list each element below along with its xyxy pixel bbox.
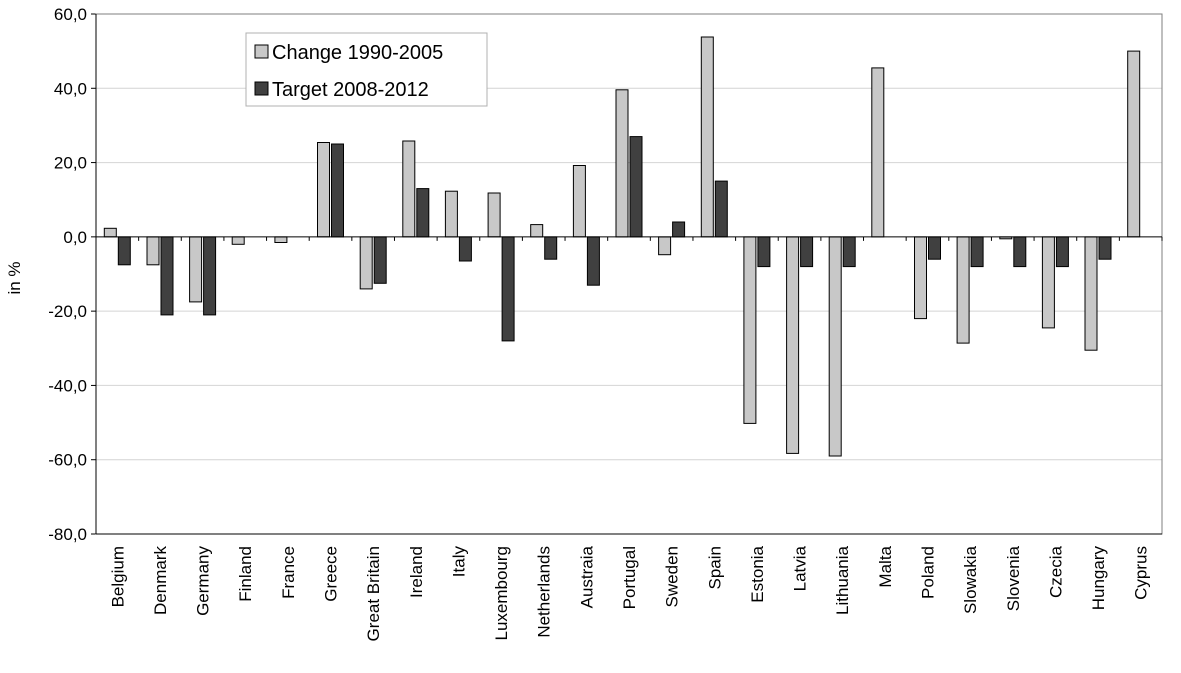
bar-change-germany: [189, 236, 203, 303]
bar-change-portugal: [615, 89, 629, 238]
x-tick-label: Czecia: [1046, 545, 1065, 598]
bar-target-denmark: [160, 236, 174, 316]
bar-target-slovenia: [1013, 236, 1027, 268]
x-tick-label: Denmark: [151, 546, 170, 615]
bar-target-greece: [331, 143, 344, 238]
x-tick-label: Poland: [919, 546, 938, 599]
bar-change-poland: [914, 236, 927, 320]
y-axis-label: in %: [5, 261, 24, 294]
x-tick-label: Hungary: [1089, 546, 1108, 611]
x-tick-label: Slowakia: [961, 545, 980, 614]
y-tick-label: 60,0: [54, 5, 87, 24]
bar-change-hungary: [1084, 236, 1098, 351]
bar-target-great-britain: [373, 236, 387, 284]
bar-change-italy: [444, 190, 458, 238]
y-tick-label: 40,0: [54, 79, 87, 98]
x-tick-label: Latvia: [791, 545, 810, 591]
bar-change-greece: [317, 142, 330, 238]
bar-change-ireland: [402, 140, 416, 238]
x-tick-label: Austraia: [577, 545, 596, 608]
bar-target-lithuania: [842, 236, 856, 268]
bar-change-lithuania: [828, 236, 842, 457]
bar-change-austraia: [572, 165, 586, 238]
bars: [103, 36, 1141, 457]
legend: Change 1990-2005 Target 2008-2012: [245, 32, 488, 107]
axes: [95, 13, 1163, 535]
x-tick-label: Lithuania: [833, 545, 852, 615]
legend-swatch-target: [254, 81, 269, 96]
bar-target-poland: [928, 236, 941, 260]
y-tick-label: -80,0: [48, 525, 87, 544]
bar-target-hungary: [1098, 236, 1112, 260]
x-tick-label: Greece: [322, 546, 341, 602]
x-tick-label: Malta: [876, 545, 895, 587]
bar-change-great-britain: [359, 236, 373, 290]
bar-target-sweden: [672, 221, 686, 238]
bar-change-cyprus: [1127, 50, 1141, 238]
x-tick-label: Ireland: [407, 546, 426, 598]
bar-target-luxembourg: [501, 236, 515, 342]
x-tick-label: Great Britain: [364, 546, 383, 641]
bar-change-slowakia: [956, 236, 970, 344]
bar-target-czecia: [1055, 236, 1069, 268]
legend-label-target: Target 2008-2012: [272, 79, 429, 101]
bar-target-spain: [714, 180, 728, 238]
bar-change-spain: [700, 36, 714, 238]
x-tick-label: Slovenia: [1004, 545, 1023, 611]
y-tick-label: -40,0: [48, 376, 87, 395]
bar-change-belgium: [103, 227, 117, 238]
x-tick-label: Estonia: [748, 545, 767, 602]
x-tick-label: Luxembourg: [492, 546, 511, 641]
bar-target-austraia: [586, 236, 600, 286]
bar-change-france: [274, 236, 288, 243]
x-tick-labels: Belgium Denmark Germany Finland France Greece…: [108, 545, 1150, 641]
x-tick-label: Italy: [449, 546, 468, 578]
bar-target-ireland: [416, 188, 430, 238]
bar-change-malta: [871, 67, 885, 238]
bar-target-latvia: [800, 236, 814, 268]
y-tick-label: 20,0: [54, 154, 87, 173]
bar-target-belgium: [117, 236, 131, 266]
y-tick-label: -60,0: [48, 451, 87, 470]
legend-label-change: Change 1990-2005: [272, 42, 443, 64]
bar-change-netherlands: [530, 224, 544, 238]
legend-swatch-change: [254, 44, 269, 59]
x-tick-label: Portugal: [620, 546, 639, 609]
bar-target-slowakia: [970, 236, 984, 268]
x-tick-label: Belgium: [108, 546, 127, 607]
x-tick-label: Spain: [705, 546, 724, 589]
bar-change-finland: [231, 236, 245, 245]
x-tick-label: Finland: [236, 546, 255, 602]
bar-change-sweden: [658, 236, 672, 256]
x-tick-label: Cyprus: [1132, 546, 1151, 600]
bar-target-netherlands: [544, 236, 558, 260]
legend-box: [245, 32, 488, 107]
x-tick-label: Sweden: [663, 546, 682, 607]
bar-target-estonia: [757, 236, 771, 268]
x-tick-label: Netherlands: [535, 546, 554, 638]
y-tick-labels: 60,0 40,0 20,0 0,0 -20,0 -40,0 -60,0 -80,0: [48, 5, 87, 544]
bar-change-czecia: [1041, 236, 1055, 329]
y-tick-label: -20,0: [48, 302, 87, 321]
x-tick-label: France: [279, 546, 298, 599]
y-tick-label: 0,0: [63, 228, 87, 247]
x-tick-label: Germany: [194, 546, 213, 616]
bar-change-luxembourg: [487, 192, 501, 238]
bar-target-portugal: [629, 136, 643, 238]
bar-change-estonia: [743, 236, 757, 424]
bar-change-denmark: [146, 236, 160, 266]
bar-target-italy: [458, 236, 472, 262]
bar-change-latvia: [786, 236, 800, 454]
bar-target-germany: [203, 236, 217, 316]
